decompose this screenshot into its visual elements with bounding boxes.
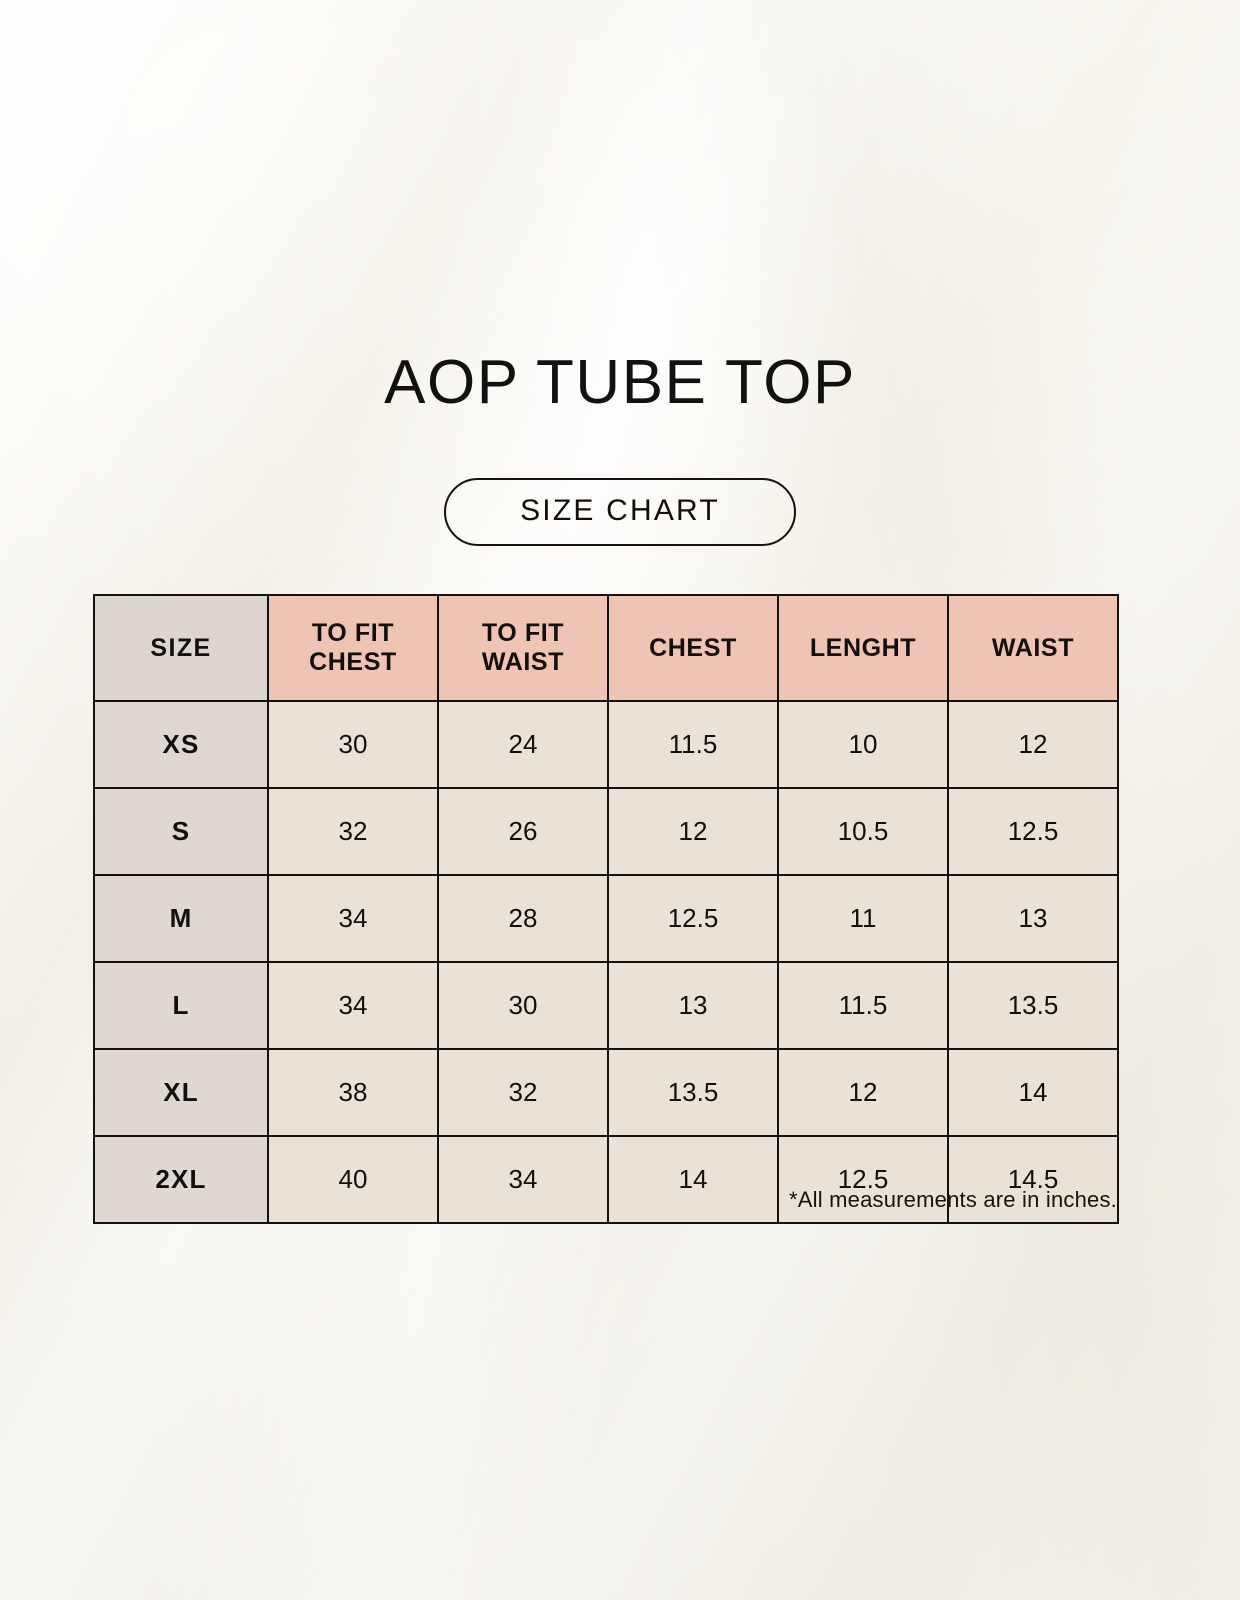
size-chart-table-container: SIZE TO FIT CHEST TO FIT WAIST CHEST LEN… [93, 594, 1119, 1224]
cell-to-fit-waist: 32 [437, 1048, 609, 1137]
cell-lenght: 11 [777, 874, 949, 963]
cell-lenght: 10 [777, 700, 949, 789]
cell-waist: 12.5 [947, 787, 1119, 876]
table-row: XS 30 24 11.5 10 12 [93, 700, 1119, 789]
size-chart-badge-container: SIZE CHART [0, 478, 1240, 546]
cell-to-fit-waist: 28 [437, 874, 609, 963]
cell-chest: 13 [607, 961, 779, 1050]
cell-size: S [93, 787, 269, 876]
table-header-row: SIZE TO FIT CHEST TO FIT WAIST CHEST LEN… [93, 594, 1119, 702]
cell-to-fit-chest: 38 [267, 1048, 439, 1137]
cell-to-fit-waist: 24 [437, 700, 609, 789]
cell-waist: 12 [947, 700, 1119, 789]
cell-lenght: 12 [777, 1048, 949, 1137]
cell-to-fit-chest: 34 [267, 874, 439, 963]
cell-waist: 14.5 [947, 1135, 1119, 1224]
table-row: XL 38 32 13.5 12 14 [93, 1048, 1119, 1137]
cell-to-fit-waist: 30 [437, 961, 609, 1050]
cell-chest: 12.5 [607, 874, 779, 963]
table-row: M 34 28 12.5 11 13 [93, 874, 1119, 963]
cell-size: XS [93, 700, 269, 789]
column-header-to-fit-waist: TO FIT WAIST [437, 594, 609, 702]
cell-size: 2XL [93, 1135, 269, 1224]
cell-chest: 11.5 [607, 700, 779, 789]
column-header-lenght: LENGHT [777, 594, 949, 702]
table-row: 2XL 40 34 14 12.5 14.5 [93, 1135, 1119, 1224]
column-header-size: SIZE [93, 594, 269, 702]
cell-waist: 14 [947, 1048, 1119, 1137]
cell-lenght: 12.5 [777, 1135, 949, 1224]
cell-to-fit-waist: 34 [437, 1135, 609, 1224]
table-row: L 34 30 13 11.5 13.5 [93, 961, 1119, 1050]
cell-chest: 13.5 [607, 1048, 779, 1137]
cell-size: L [93, 961, 269, 1050]
cell-waist: 13 [947, 874, 1119, 963]
cell-to-fit-chest: 40 [267, 1135, 439, 1224]
column-header-waist: WAIST [947, 594, 1119, 702]
cell-chest: 14 [607, 1135, 779, 1224]
cell-lenght: 11.5 [777, 961, 949, 1050]
page-title: AOP TUBE TOP [384, 348, 856, 417]
cell-chest: 12 [607, 787, 779, 876]
table-body: XS 30 24 11.5 10 12 S 32 26 12 10.5 12.5… [93, 700, 1119, 1224]
table-row: S 32 26 12 10.5 12.5 [93, 787, 1119, 876]
column-header-to-fit-chest: TO FIT CHEST [267, 594, 439, 702]
cell-to-fit-chest: 32 [267, 787, 439, 876]
cell-to-fit-chest: 30 [267, 700, 439, 789]
cell-lenght: 10.5 [777, 787, 949, 876]
cell-waist: 13.5 [947, 961, 1119, 1050]
measurement-unit-note: *All measurements are in inches. [789, 1187, 1117, 1212]
size-chart-table: SIZE TO FIT CHEST TO FIT WAIST CHEST LEN… [93, 594, 1119, 1224]
size-chart-badge: SIZE CHART [444, 478, 796, 546]
cell-size: M [93, 874, 269, 963]
cell-size: XL [93, 1048, 269, 1137]
cell-to-fit-waist: 26 [437, 787, 609, 876]
cell-to-fit-chest: 34 [267, 961, 439, 1050]
table-header: SIZE TO FIT CHEST TO FIT WAIST CHEST LEN… [93, 594, 1119, 702]
column-header-chest: CHEST [607, 594, 779, 702]
